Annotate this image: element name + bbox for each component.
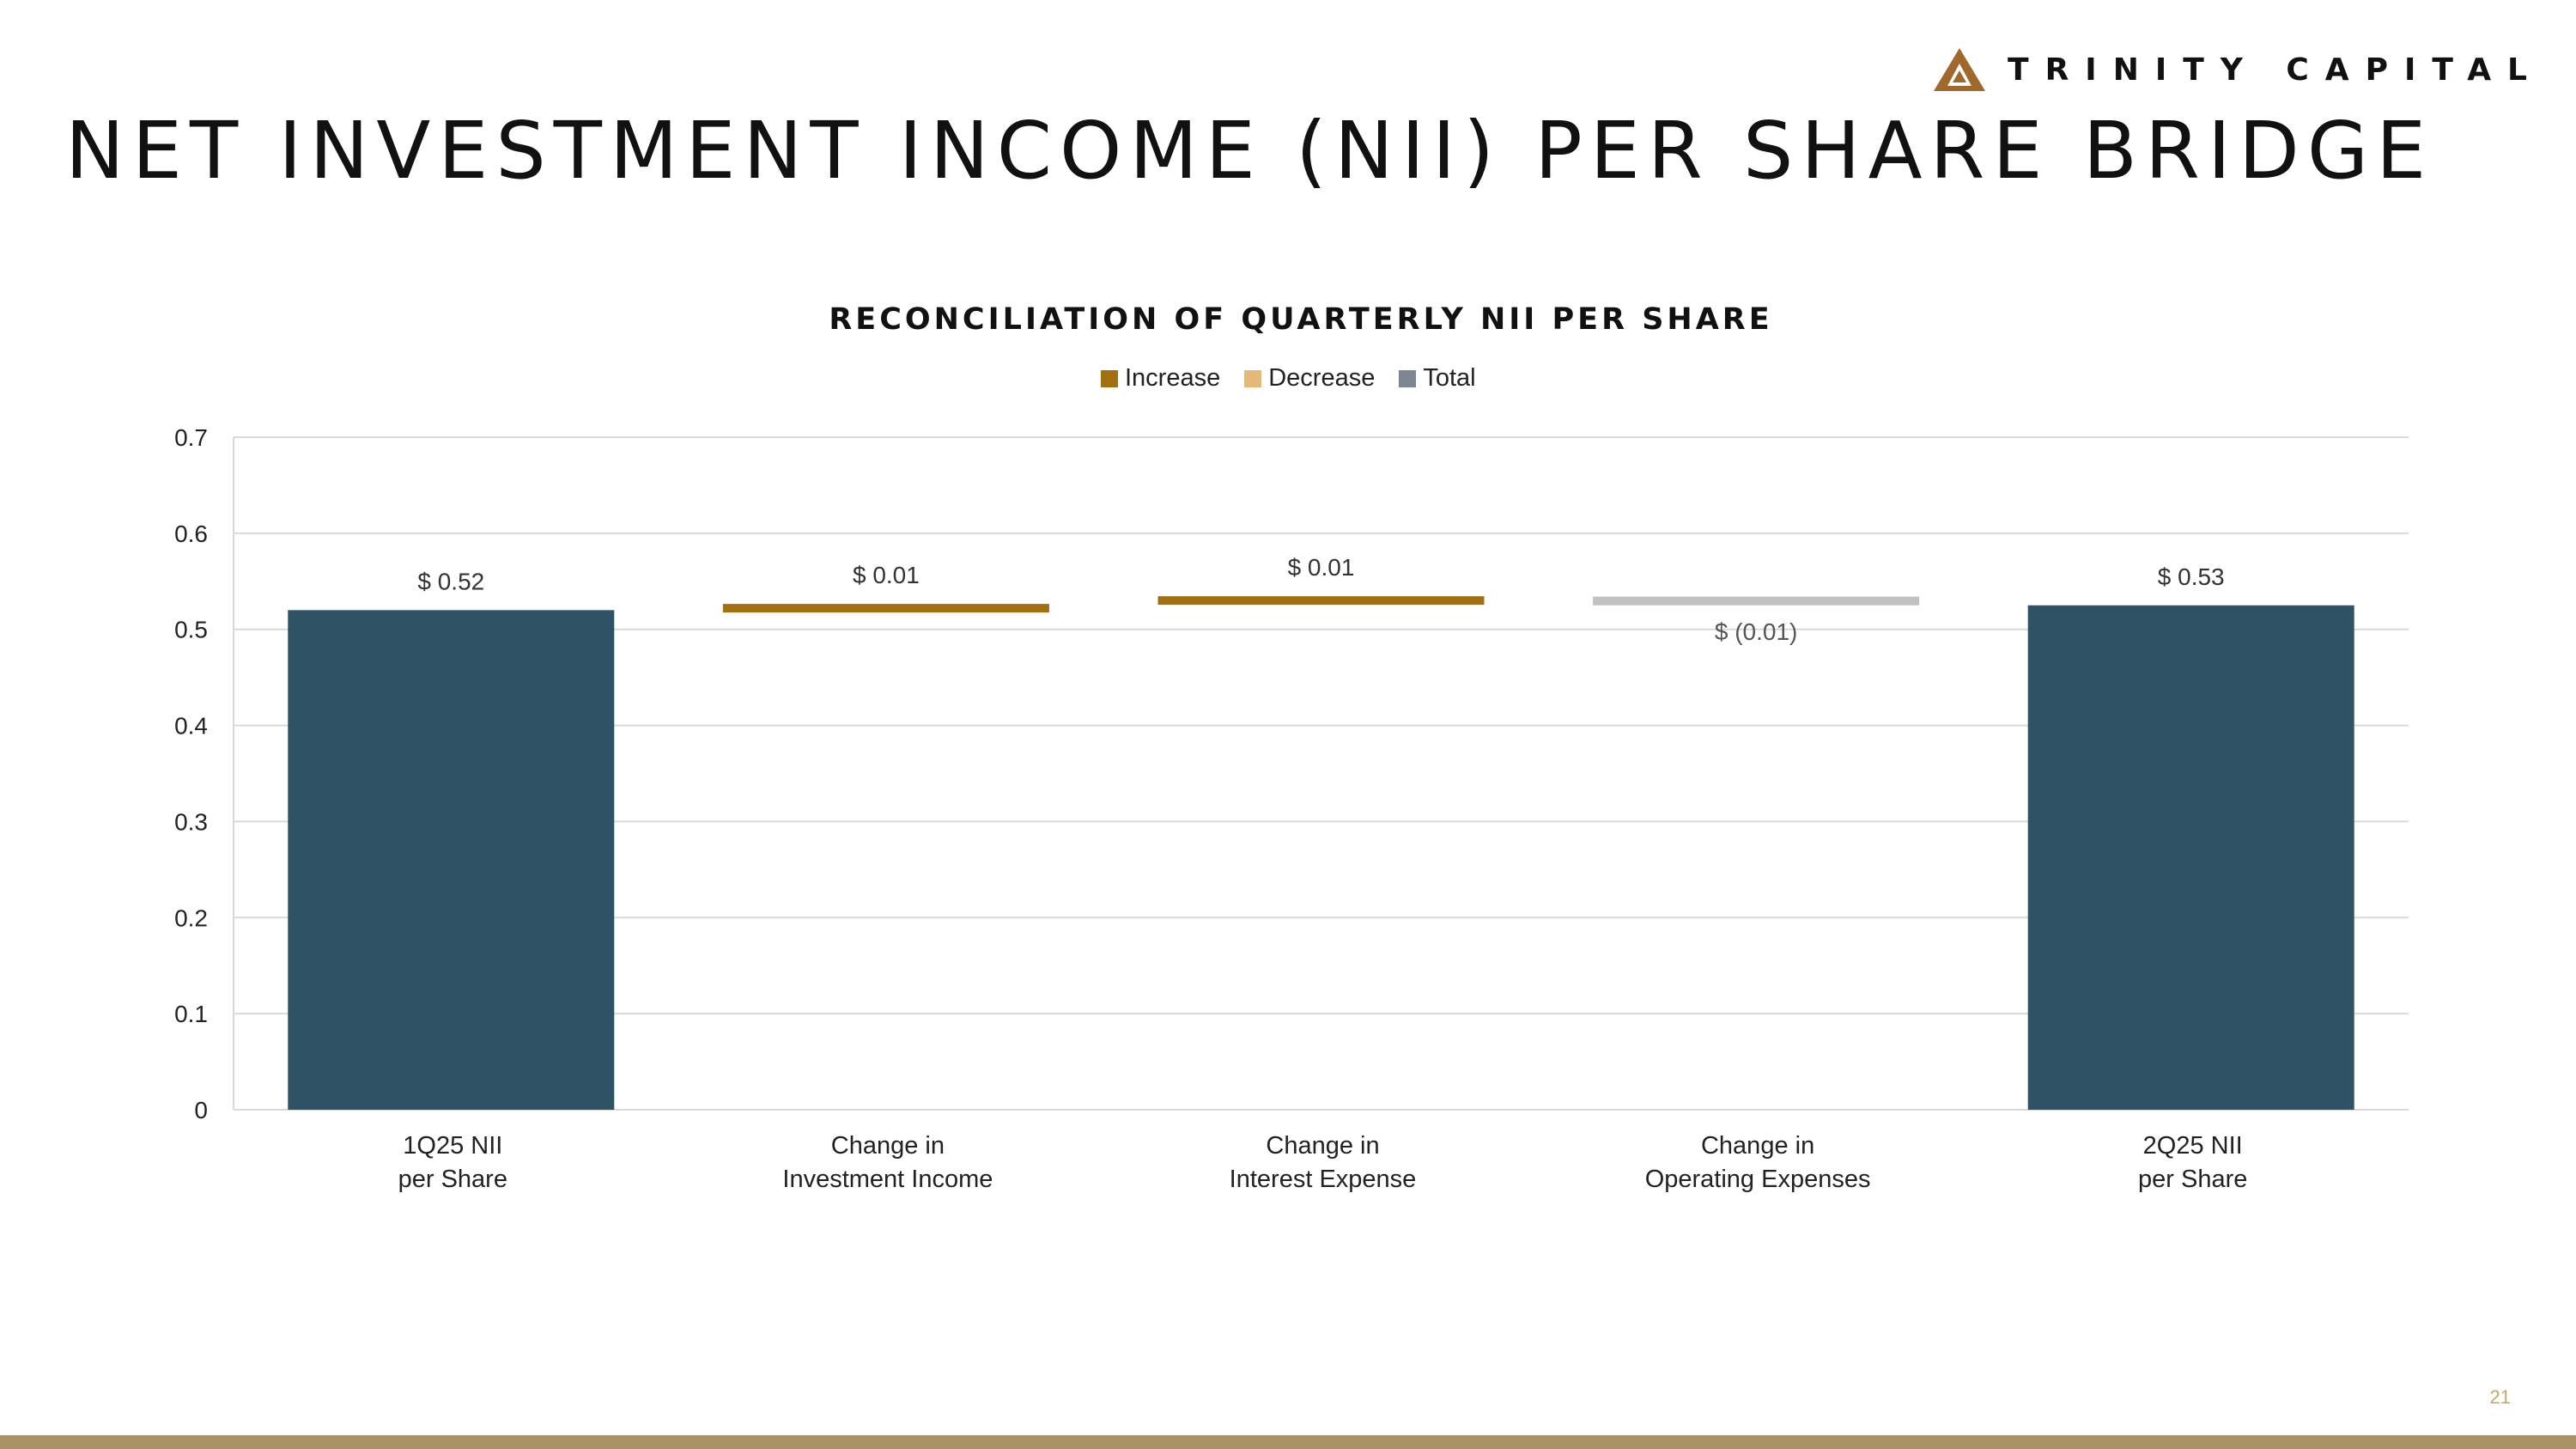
- legend-item-increase: Increase: [1101, 364, 1220, 393]
- x-tick-label: 2Q25 NII: [2143, 1132, 2243, 1160]
- chart-legend: Increase Decrease Total: [1101, 364, 1500, 393]
- legend-label-decrease: Decrease: [1268, 364, 1376, 392]
- y-tick-label: 0.7: [174, 424, 208, 451]
- y-tick-label: 0.5: [174, 617, 208, 643]
- bar-increase: [1157, 596, 1485, 606]
- brand-logo: TRINITY CAPITAL: [1934, 48, 2543, 91]
- page-number: 21: [2489, 1386, 2511, 1408]
- x-tick-label: per Share: [398, 1166, 507, 1193]
- waterfall-chart: 0 0.1 0.2 0.3 0.4 0.5 0.6 0.7 $ 0.52 1Q25 NII per …: [174, 424, 2409, 1193]
- y-tick-label: 0.1: [174, 1001, 208, 1027]
- data-label: $ 0.01: [1288, 554, 1355, 581]
- trinity-triangle-icon: [1934, 48, 1986, 91]
- bar-increase: [722, 604, 1049, 613]
- x-tick-label: Operating Expenses: [1645, 1166, 1871, 1193]
- bar-total: [2027, 605, 2354, 1110]
- brand-name: TRINITY CAPITAL: [2008, 52, 2543, 88]
- legend-swatch-total: [1399, 369, 1417, 387]
- y-tick-label: 0.2: [174, 904, 208, 931]
- y-tick-label: 0.6: [174, 521, 208, 547]
- legend-swatch-increase: [1101, 369, 1118, 387]
- data-label: $ 0.52: [417, 568, 484, 594]
- data-label: $ 0.01: [853, 562, 920, 588]
- chart-title: RECONCILIATION OF QUARTERLY NII PER SHAR…: [829, 302, 1773, 337]
- x-tick-label: Change in: [831, 1132, 945, 1160]
- bar-decrease: [1593, 596, 1920, 606]
- x-tick-label: Investment Income: [782, 1166, 993, 1193]
- legend-label-increase: Increase: [1125, 364, 1221, 392]
- x-tick-label: Interest Expense: [1230, 1166, 1417, 1193]
- data-label: $ 0.53: [2158, 563, 2225, 590]
- y-tick-label: 0: [194, 1097, 208, 1123]
- page-title: NET INVESTMENT INCOME (NII) PER SHARE BR…: [65, 105, 2434, 197]
- y-tick-label: 0.3: [174, 808, 208, 835]
- logo-triangle-inner: [1953, 70, 1967, 82]
- x-tick-label: 1Q25 NII: [403, 1132, 502, 1160]
- legend-item-decrease: Decrease: [1244, 364, 1375, 393]
- bar-total: [288, 610, 615, 1110]
- data-label: $ (0.01): [1715, 618, 1798, 645]
- x-tick-label: per Share: [2138, 1166, 2247, 1193]
- legend-swatch-decrease: [1244, 369, 1262, 387]
- footer-bar: [0, 1435, 2576, 1449]
- legend-label-total: Total: [1423, 364, 1476, 392]
- legend-item-total: Total: [1399, 364, 1476, 393]
- x-tick-label: Change in: [1701, 1132, 1814, 1160]
- x-tick-label: Change in: [1266, 1132, 1379, 1160]
- y-tick-label: 0.4: [174, 713, 208, 740]
